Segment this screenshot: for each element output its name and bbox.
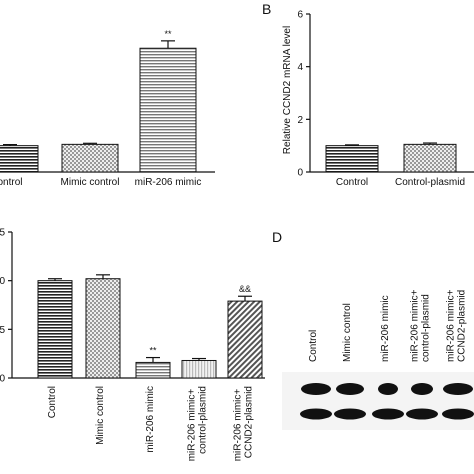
label-line: miR-206 mimic+ xyxy=(187,386,198,461)
significance-label: ** xyxy=(164,29,172,39)
blot-band xyxy=(300,408,332,420)
label-line: miR-206 mimic+ xyxy=(233,386,244,461)
y-tick-label: 4 xyxy=(297,62,303,73)
error-bar xyxy=(238,295,252,302)
label-line: miR-206 mimic+ xyxy=(446,287,457,362)
y-tick-label: 0 xyxy=(0,276,5,287)
blot-band xyxy=(406,408,438,420)
bar xyxy=(227,300,263,379)
blot-membrane xyxy=(282,372,474,430)
x-tick-label: Control-plasmid xyxy=(395,177,465,188)
error-bar xyxy=(83,142,97,145)
label-line: control-plasmid xyxy=(198,386,209,454)
bar xyxy=(37,280,73,379)
x-tick-label: Mimic control xyxy=(95,386,106,445)
x-tick-label: miR-206 mimic xyxy=(135,177,202,188)
blot-band xyxy=(443,383,473,395)
x-tick-label: ontrol xyxy=(0,177,23,188)
lane-label: miR-206 mimic+ control-plasmid xyxy=(410,287,432,362)
y-tick-label: 5 xyxy=(0,228,5,239)
blot-band xyxy=(411,383,433,395)
bar xyxy=(403,143,457,173)
bar xyxy=(85,278,121,379)
x-tick-label: Control xyxy=(47,386,58,418)
x-tick-label: miR-206 mimic+ control-plasmid xyxy=(187,386,209,461)
error-bar xyxy=(146,356,160,363)
error-bar xyxy=(48,278,62,281)
significance-label: && xyxy=(239,284,251,294)
error-bar xyxy=(192,357,206,361)
panel-label: D xyxy=(272,229,282,245)
bar xyxy=(135,361,171,379)
bar xyxy=(0,145,39,173)
blot-band xyxy=(442,408,474,420)
significance-label: ** xyxy=(149,346,157,356)
x-tick-label: miR-206 mimic xyxy=(145,386,156,453)
bar xyxy=(181,359,217,379)
y-tick-label: 6 xyxy=(297,10,303,21)
label-line: CCND2-plasmid xyxy=(244,386,255,458)
x-tick-label: Control xyxy=(336,177,368,188)
label-line: miR-206 mimic+ xyxy=(410,287,421,362)
error-bar xyxy=(161,40,175,49)
x-tick-label: miR-206 mimic+ CCND2-plasmid xyxy=(233,386,255,461)
y-tick-label: 5 xyxy=(0,325,5,336)
error-bar xyxy=(96,274,110,279)
bar xyxy=(61,143,119,173)
y-tick-label: 2 xyxy=(297,115,303,126)
lane-label: miR-206 mimic+ CCND2-plasmid xyxy=(446,287,468,362)
bar xyxy=(325,145,379,173)
lane-label: Control xyxy=(308,330,319,362)
panel-label: B xyxy=(262,1,271,17)
label-line: control-plasmid xyxy=(421,294,432,362)
label-line: CCND2-plasmid xyxy=(457,290,468,362)
lane-label: miR-206 mimic xyxy=(380,295,391,362)
error-bar xyxy=(3,144,17,146)
blot-band xyxy=(378,383,398,395)
blot-band xyxy=(334,408,366,420)
y-tick-label: 0 xyxy=(0,374,5,385)
lane-label: Mimic control xyxy=(342,303,353,362)
y-axis-label: Relative CCND2 mRNA level xyxy=(282,26,293,154)
x-tick-label: Mimic control xyxy=(61,177,120,188)
blot-band xyxy=(301,383,331,395)
y-tick-label: 0 xyxy=(297,168,303,179)
blot-band xyxy=(372,408,404,420)
error-bar xyxy=(423,142,437,145)
blot-band xyxy=(336,383,364,395)
error-bar xyxy=(345,144,359,146)
bar xyxy=(139,47,197,173)
